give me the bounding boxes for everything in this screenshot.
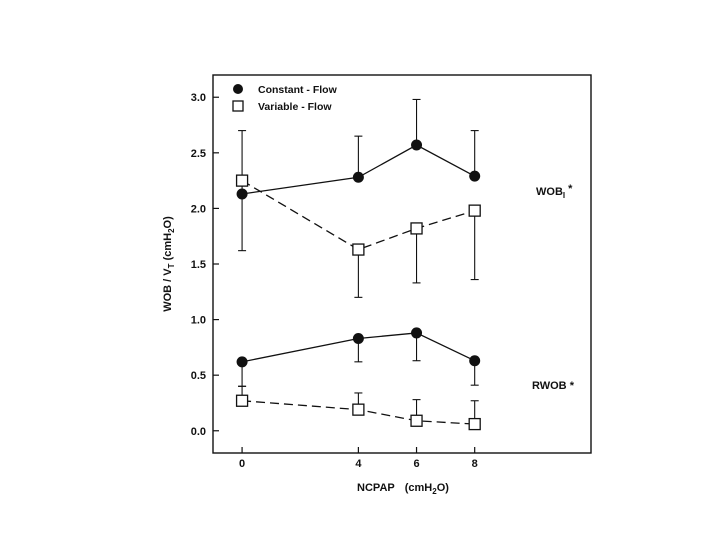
y-tick-label: 0.5 — [191, 370, 206, 382]
data-point-circle — [352, 332, 364, 344]
series-variable-flow-rwob — [235, 385, 481, 431]
x-tick-label: 4 — [355, 458, 362, 470]
data-point-square — [235, 174, 249, 187]
y-tick-label: 3.0 — [191, 92, 206, 104]
x-tick-label: 6 — [413, 458, 419, 470]
annotation-wobi-sub: I — [563, 191, 565, 200]
plot-frame — [212, 74, 592, 454]
y-axis-label-unit: (cmH — [162, 233, 174, 264]
x-axis-label-unit-sub: 2 — [432, 487, 437, 496]
data-point-square — [410, 222, 423, 235]
x-axis-label-unit: (cmH — [405, 482, 433, 494]
data-point-square — [352, 243, 365, 256]
legend-marker-variable-flow — [232, 100, 244, 112]
series-line — [241, 332, 475, 363]
data-point-circle — [236, 188, 248, 200]
data-point-circle — [411, 139, 423, 151]
y-tick-label: 2.0 — [191, 203, 206, 215]
data-point-circle — [469, 355, 481, 367]
y-axis-label-main: WOB / V — [162, 268, 174, 312]
legend-label-variable-flow: Variable - Flow — [258, 101, 332, 113]
data-point-circle — [469, 170, 481, 182]
x-axis-ticks: 0 4 6 8 — [239, 447, 478, 470]
annotation-rwob: RWOB * — [532, 380, 575, 392]
x-axis-label-unit-suffix: O) — [437, 482, 450, 494]
y-axis-label: WOB / VT (cmH2O) — [162, 216, 176, 312]
y-tick-label: 1.0 — [191, 315, 206, 327]
y-tick-label: 2.5 — [191, 148, 206, 160]
data-point-square — [410, 414, 423, 427]
data-point-square — [468, 204, 481, 217]
y-tick-label: 1.5 — [191, 259, 206, 271]
legend-marker-constant-flow — [233, 84, 243, 94]
annotation-rwob-suffix: * — [567, 380, 575, 392]
data-point-square — [468, 417, 481, 431]
data-point-square — [235, 394, 249, 407]
legend-label-constant-flow: Constant - Flow — [258, 84, 338, 96]
data-point-circle — [411, 327, 423, 339]
y-axis-label-sub: T — [167, 263, 176, 268]
annotation-rwob-main: RWOB — [532, 380, 567, 392]
x-axis-label: NCPAP (cmH2O) — [357, 482, 449, 496]
series-constant-flow-rwob — [236, 327, 481, 387]
data-point-circle — [352, 171, 364, 183]
annotation-wobi-suffix: * — [565, 183, 573, 195]
series-constant-flow-wobi — [236, 98, 481, 252]
x-tick-label: 8 — [472, 458, 478, 470]
legend: Constant - Flow Variable - Flow — [232, 84, 338, 113]
annotation-wobi-main: WOB — [536, 186, 563, 198]
y-tick-label: 0.0 — [191, 426, 206, 438]
data-point-circle — [236, 356, 248, 368]
y-axis-label-unit-sub: 2 — [167, 228, 176, 233]
annotation-wobi: WOBI * — [536, 183, 573, 200]
series-line — [241, 180, 475, 251]
series-line — [242, 400, 475, 425]
series-line — [241, 144, 475, 195]
x-tick-label: 0 — [239, 458, 245, 470]
y-axis-ticks: 0.0 0.5 1.0 1.5 2.0 2.5 3.0 — [191, 92, 219, 438]
series-layer — [235, 98, 481, 431]
data-point-square — [352, 403, 365, 416]
series-variable-flow-wobi — [235, 174, 481, 298]
x-axis-label-main: NCPAP — [357, 482, 395, 494]
y-axis-label-unit-suffix: O) — [162, 216, 174, 229]
